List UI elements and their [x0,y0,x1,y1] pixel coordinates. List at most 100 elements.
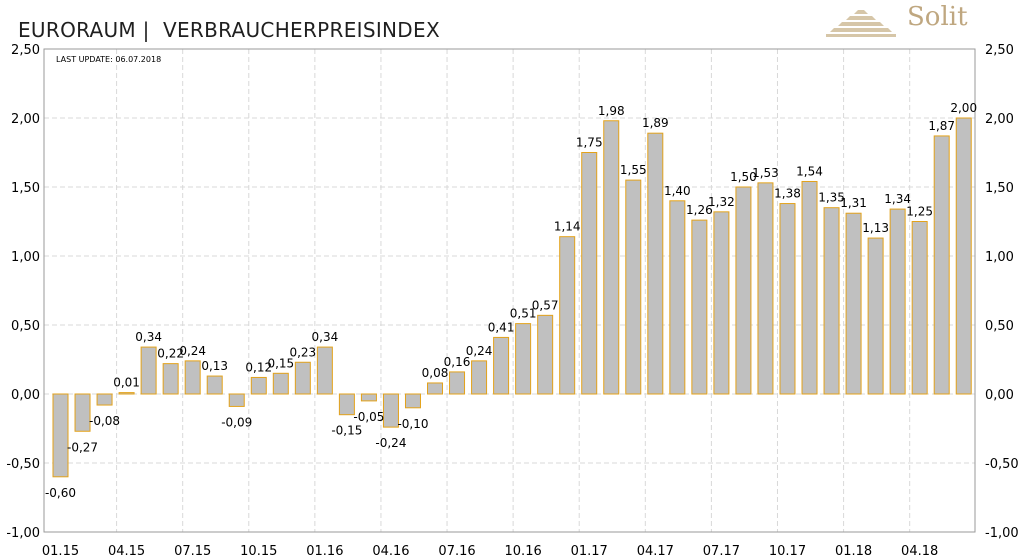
data-labels: -0,60-0,27-0,080,010,340,220,240,13-0,09… [45,101,977,500]
y-tick-label-left: 2,00 [11,112,40,127]
data-label: 1,13 [862,221,889,235]
x-axis-ticks: 01.15 04.15 07.15 10.15 01.16 04.16 07.16 10.16… [42,544,938,559]
bar [779,203,796,395]
y-tick-label-right: 2,50 [985,43,1014,58]
bar [316,346,333,395]
data-label: 0,13 [201,359,228,373]
x-tick-label: 10.17 [769,544,806,559]
data-label: 1,34 [884,192,911,206]
bar [581,152,598,395]
data-label: 0,34 [135,330,162,344]
data-label: 1,26 [686,203,713,217]
y-tick-label-right: -1,00 [985,526,1019,541]
bar [360,393,377,402]
data-label: 0,12 [245,360,272,374]
y-axis-left-ticks: 2,50 2,00 1,50 1,00 0,50 0,00 -0,50 -1,00 [6,43,40,541]
bar [823,207,840,395]
y-tick-label-right: 1,50 [985,181,1014,196]
y-tick-label-right: 0,00 [985,388,1014,403]
x-tick-label: 04.16 [372,544,409,559]
data-label: 1,38 [774,187,801,201]
bar [845,212,862,395]
bar [272,372,289,395]
bar [867,237,884,395]
y-tick-label-left: 2,50 [11,43,40,58]
y-axis-right-ticks: 2,50 2,00 1,50 1,00 0,50 0,00 -0,50 -1,00 [985,43,1019,541]
bar [162,363,179,395]
data-label: 1,50 [730,170,757,184]
bar [515,323,532,395]
bar [757,182,774,395]
bar [669,200,686,395]
data-label: -0,24 [375,436,406,450]
axes [43,48,976,533]
chart-title: EURORAUM | VERBRAUCHERPREISINDEX [18,18,440,42]
solit-logo [826,10,896,37]
data-label: 1,25 [906,205,933,219]
y-tick-label-left: 1,50 [11,181,40,196]
bar [250,376,267,395]
bar [955,117,972,395]
bar [603,120,620,395]
bar [735,186,752,395]
y-tick-label-left: -1,00 [6,526,40,541]
data-label: 1,32 [708,195,735,209]
data-label: 1,55 [620,163,647,177]
x-tick-label: 01.17 [571,544,608,559]
data-label: 0,41 [488,320,515,334]
bar [801,180,818,395]
bar [96,393,113,406]
bar [382,393,399,428]
bar [294,361,311,395]
bar [118,392,135,395]
data-label: -0,08 [89,414,120,428]
data-label: 1,35 [818,191,845,205]
x-tick-label: 07.17 [703,544,740,559]
x-tick-label: 07.15 [174,544,211,559]
brand-name: Solit [907,2,968,32]
data-label: 1,53 [752,166,779,180]
x-tick-label: 01.18 [835,544,872,559]
x-tick-label: 01.16 [306,544,343,559]
data-label: 0,01 [113,376,140,390]
bar [625,179,642,395]
data-label: 1,40 [664,184,691,198]
last-update-note: LAST UPDATE: 06.07.2018 [56,55,161,64]
data-label: -0,27 [67,440,98,454]
bar [933,135,950,395]
stepped-pyramid-logo-icon [826,10,896,37]
data-label: 1,31 [840,196,867,210]
x-tick-label: 10.15 [240,544,277,559]
bar [228,393,245,407]
bar [889,208,906,395]
y-tick-label-right: 2,00 [985,112,1014,127]
y-tick-label-left: 0,00 [11,388,40,403]
bar [537,314,554,395]
data-label: -0,60 [45,486,76,500]
data-label: 0,22 [157,347,184,361]
bar [52,393,69,478]
bar [427,382,444,395]
data-label: 0,34 [312,330,339,344]
grid-lines [44,49,975,532]
y-tick-label-left: 0,50 [11,319,40,334]
bars [52,117,972,478]
bar [206,375,223,395]
data-label: 0,24 [179,344,206,358]
data-label: -0,05 [353,410,384,424]
bar [184,360,201,395]
y-tick-label-right: 1,00 [985,250,1014,265]
x-tick-label: 04.15 [108,544,145,559]
x-tick-label: 07.16 [438,544,475,559]
data-label: 1,87 [928,119,955,133]
data-label: 1,89 [642,116,669,130]
data-label: 1,14 [554,220,581,234]
x-tick-label: 10.16 [505,544,542,559]
y-tick-label-right: 0,50 [985,319,1014,334]
data-label: 0,51 [510,307,537,321]
bar [713,211,730,395]
y-tick-label-right: -0,50 [985,457,1019,472]
bar [74,393,91,432]
plot-frame [43,48,976,533]
